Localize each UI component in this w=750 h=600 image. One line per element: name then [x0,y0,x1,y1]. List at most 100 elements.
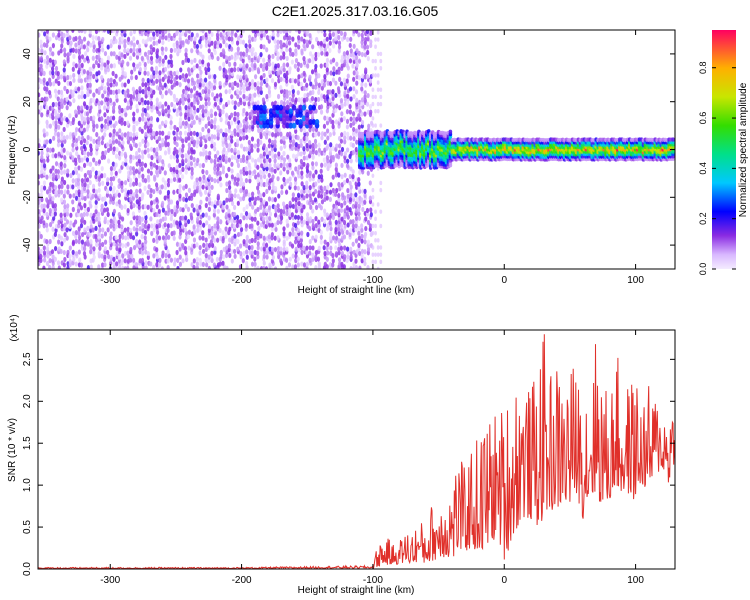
spectrogram-cell [38,180,41,186]
spectrogram-cell [320,162,324,168]
spectrogram-cell [366,219,371,226]
spectrogram-cell [278,104,284,111]
spectrogram-cell [63,47,67,53]
spectrogram-cell [351,223,355,229]
spectrogram-cell [120,74,124,80]
spectrogram-cell [190,202,194,209]
spectrogram-cell [247,54,251,61]
spectrogram-cell [143,51,148,57]
spectrogram-cell [175,135,180,141]
spectrogram-cell [100,75,104,81]
spectrogram-cell [235,158,240,164]
spectrogram-cell [68,74,73,80]
spectrogram-cell [135,188,139,194]
spectrogram-cell [86,151,90,157]
spectrogram-cell [100,116,104,122]
spectrogram-cell [53,211,57,217]
spectrogram-cell [317,261,321,267]
spectrogram-cell [80,178,84,184]
spectrogram-cell [201,104,205,110]
spectrogram-cell [230,161,234,167]
spectrogram-cell [221,169,225,175]
spectrogram-cell [85,157,90,163]
spectrogram-cell [336,226,341,232]
spectrogram-cell [291,97,295,103]
spectrogram-cell [245,95,249,101]
spectrogram-cell [187,82,191,88]
spectrogram-cell [343,101,347,107]
spectrogram-cell [63,215,67,222]
spectrogram-cell [202,174,206,180]
spectrogram-cell [112,101,116,107]
spectrogram-cell [273,204,277,211]
spectrogram-cell [132,62,136,68]
spectrogram-cell [317,131,321,137]
spectrogram-cell [316,40,321,46]
spectrogram-cell [219,182,223,188]
spectrogram-cell [120,151,124,157]
spectrogram-cell [210,138,214,144]
spectrogram-cell [262,235,266,241]
spectrogram-cell [297,242,301,249]
spectrogram-cell [128,55,133,61]
spectrogram-cell [143,117,148,123]
spectrogram-cell [265,47,269,53]
spectrogram-cell [160,93,164,99]
spectrogram-cell [316,96,321,103]
spectrogram-cell [129,165,133,172]
spectrogram-cell [291,203,295,209]
spectrogram-cell [86,238,90,245]
spectrogram-cell [143,90,148,96]
spectrogram-cell [78,257,82,263]
spectrogram-cell [166,141,170,147]
spectrogram-cell [265,162,269,168]
spectrogram-cell [173,211,177,217]
spectrogram-cell [40,97,44,103]
spectrogram-cell [216,237,220,243]
spectrogram-cell [62,169,67,175]
spectrogram-cell [140,257,145,263]
spectrogram-cell [291,253,295,259]
spectrogram-cell [363,260,367,267]
spectrogram-cell [311,44,315,50]
spectrogram-cell [94,160,98,167]
spectrogram-cell [331,208,335,214]
spectrogram-cell [245,215,249,221]
spectrogram-cell [138,66,142,73]
spectrogram-cell [155,78,159,84]
spectrogram-cell [297,200,301,207]
spectrogram-cell [201,162,205,169]
spectrogram-cell [222,104,226,110]
spectrogram-cell [319,185,323,191]
spectrogram-cell [126,105,130,111]
spectrogram-cell [285,40,289,46]
spectrogram-cell [291,192,295,198]
spectrogram-cell [79,212,84,218]
spectrogram-cell [250,51,254,57]
spectrogram-cell [83,195,87,202]
spectrogram-cell [59,165,63,171]
spectrogram-cell [374,94,377,100]
spectrogram-cell [213,101,218,107]
spectrogram-cells [38,30,675,269]
spectrogram-cell [39,78,43,85]
spectrogram-cell [236,246,240,252]
spectrogram-cell [169,178,173,184]
spectrogram-cell [349,246,353,252]
spectrogram-cell [42,158,46,164]
spectrogram-cell [208,150,212,156]
spectrogram-cell [371,195,375,200]
spectrogram-cell [143,162,148,168]
spectrogram-cell [221,260,225,266]
spectrogram-cell [343,151,347,157]
spectrogram-cell [365,44,370,50]
spectrogram-cell [68,101,72,107]
spectrogram-cell [108,97,113,103]
spectrogram-cell [320,131,325,137]
spectrogram-cell [192,65,196,71]
spectrogram-cell [294,57,299,64]
spectrogram-cell [192,237,197,243]
spectrogram-cell [325,256,329,262]
spectrogram-cell [146,30,151,35]
spectrogram-cell [328,219,332,226]
